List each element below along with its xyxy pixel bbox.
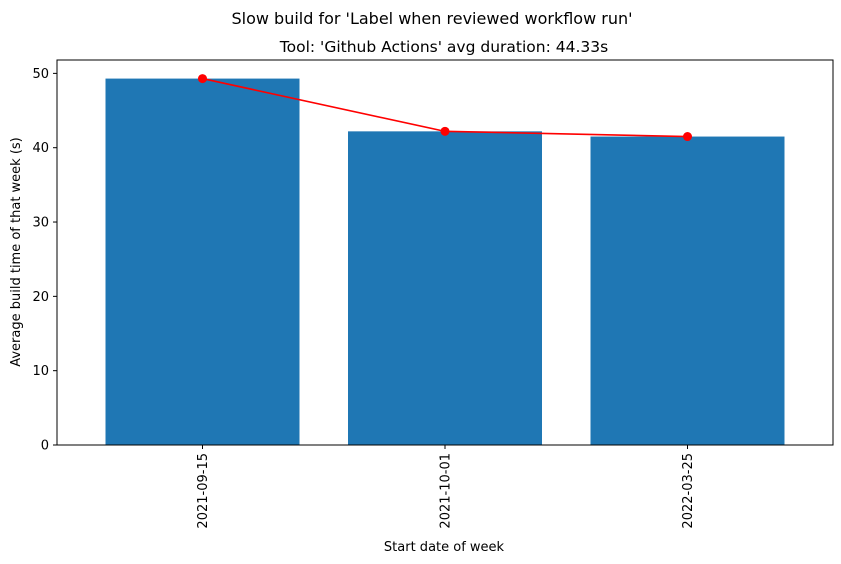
trend-point: [683, 132, 692, 142]
chart-title: Tool: 'Github Actions' avg duration: 44.…: [279, 38, 608, 56]
bar: [105, 78, 300, 445]
y-tick-label: 0: [41, 439, 49, 454]
y-tick-label: 30: [32, 216, 49, 231]
chart-suptitle: Slow build for 'Label when reviewed work…: [231, 9, 632, 28]
plot-area: 0 10 20 30 40 50 2021-09-15 2021-10-01 2022-03-…: [32, 59, 834, 529]
y-tick-label: 20: [32, 290, 49, 305]
line-series: [198, 74, 692, 142]
y-tick-label: 50: [32, 67, 49, 82]
x-tick-label: 2021-10-01: [439, 453, 454, 529]
bar-series: [105, 78, 785, 445]
bar: [590, 136, 785, 445]
x-tick-label: 2022-03-25: [681, 453, 696, 529]
plot-frame: [56, 59, 834, 446]
y-axis-ticks: 0 10 20 30 40 50: [32, 67, 57, 454]
y-tick-label: 40: [32, 141, 49, 156]
x-tick-label: 2021-09-15: [196, 453, 211, 529]
y-tick-label: 10: [32, 364, 49, 379]
bar: [348, 131, 542, 445]
x-axis-ticks: 2021-09-15 2021-10-01 2022-03-25: [196, 445, 696, 529]
x-axis-label: Start date of week: [384, 540, 505, 555]
trend-point: [198, 74, 207, 84]
trend-point: [440, 126, 450, 136]
y-axis-label: Average build time of that week (s): [9, 137, 24, 367]
